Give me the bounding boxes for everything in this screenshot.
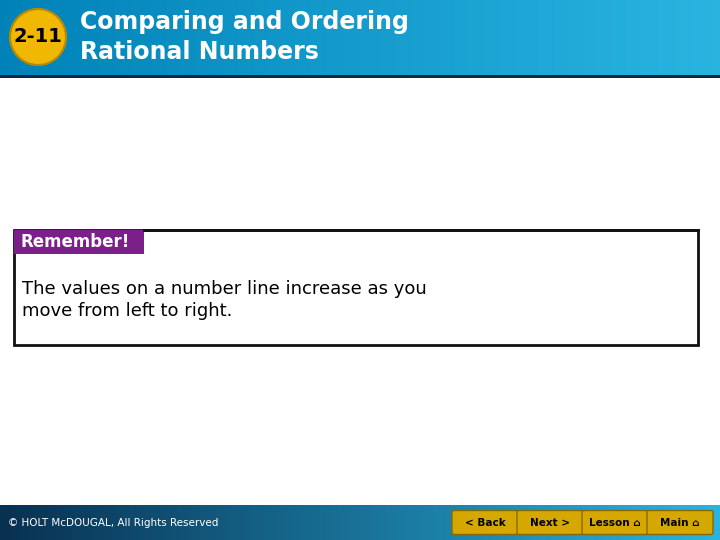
Text: Remember!: Remember! [20, 233, 130, 251]
Text: Lesson ⌂: Lesson ⌂ [589, 517, 641, 528]
Text: Main ⌂: Main ⌂ [660, 517, 700, 528]
Text: 2-11: 2-11 [14, 28, 63, 46]
FancyBboxPatch shape [14, 230, 698, 345]
Text: Next >: Next > [530, 517, 570, 528]
Text: < Back: < Back [464, 517, 505, 528]
Text: Comparing and Ordering: Comparing and Ordering [80, 10, 409, 34]
FancyBboxPatch shape [582, 510, 648, 535]
FancyBboxPatch shape [452, 510, 518, 535]
Circle shape [10, 9, 66, 65]
FancyBboxPatch shape [647, 510, 713, 535]
Text: The values on a number line increase as you: The values on a number line increase as … [22, 280, 427, 299]
Text: Rational Numbers: Rational Numbers [80, 40, 319, 64]
FancyBboxPatch shape [14, 230, 144, 254]
FancyBboxPatch shape [517, 510, 583, 535]
Text: move from left to right.: move from left to right. [22, 302, 233, 321]
Text: © HOLT McDOUGAL, All Rights Reserved: © HOLT McDOUGAL, All Rights Reserved [8, 517, 218, 528]
